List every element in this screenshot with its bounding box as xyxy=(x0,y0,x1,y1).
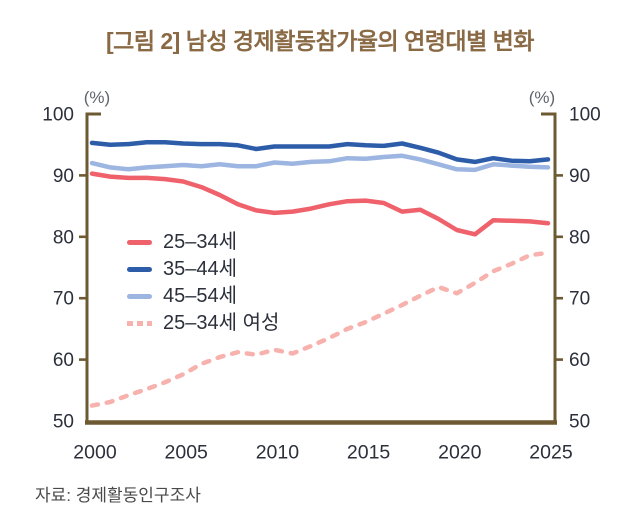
legend-label-1: 35–44세 xyxy=(163,258,238,280)
y-tick-label-left-100: 100 xyxy=(42,105,74,126)
y-tick-label-left-60: 60 xyxy=(53,350,74,371)
x-tick-label-2010: 2010 xyxy=(256,442,300,464)
legend-swatch-dashed xyxy=(127,321,152,326)
series-line-1 xyxy=(89,139,551,165)
y-tick-label-right-80: 80 xyxy=(569,227,590,248)
legend-item-0: 25–34세 xyxy=(127,229,279,256)
x-tick-label-2000: 2000 xyxy=(73,442,117,464)
y-tick-label-left-70: 70 xyxy=(53,289,74,310)
legend-label-0: 25–34세 xyxy=(163,231,238,253)
y-tick-label-right-90: 90 xyxy=(569,166,590,187)
x-tick-label-2005: 2005 xyxy=(165,442,209,464)
y-tick-label-left-50: 50 xyxy=(53,412,74,433)
y-tick-label-left-80: 80 xyxy=(53,227,74,248)
x-tick-label-2025: 2025 xyxy=(529,442,573,464)
y-tick-label-right-50: 50 xyxy=(569,412,590,433)
y-tick-label-right-100: 100 xyxy=(569,105,601,126)
legend-item-3: 25–34세 여성 xyxy=(127,310,279,337)
series-line-3 xyxy=(89,250,551,408)
chart-legend: 25–34세 35–44세 45–54세 25–34세 여성 xyxy=(127,229,279,337)
y-tick-label-right-70: 70 xyxy=(569,289,590,310)
legend-label-3: 25–34세 여성 xyxy=(163,312,280,334)
series-line-2 xyxy=(89,153,551,173)
legend-swatch xyxy=(127,267,152,272)
legend-item-2: 45–54세 xyxy=(127,283,279,310)
legend-label-2: 45–54세 xyxy=(163,285,238,307)
source-note: 자료: 경제활동인구조사 xyxy=(35,486,201,505)
y-tick-label-right-60: 60 xyxy=(569,350,590,371)
series-line-0 xyxy=(89,171,551,237)
legend-swatch xyxy=(127,294,152,299)
y-tick-label-left-90: 90 xyxy=(53,166,74,187)
unit-label-right: (%) xyxy=(529,88,555,107)
x-tick-label-2015: 2015 xyxy=(347,442,391,464)
legend-swatch xyxy=(127,240,152,245)
x-tick-label-2020: 2020 xyxy=(438,442,482,464)
legend-item-1: 35–44세 xyxy=(127,256,279,283)
left-axis xyxy=(85,112,101,423)
right-axis xyxy=(541,112,557,423)
unit-label-left: (%) xyxy=(84,88,110,107)
chart-title: [그림 2] 남성 경제활동참가율의 연령대별 변화 xyxy=(106,28,534,54)
